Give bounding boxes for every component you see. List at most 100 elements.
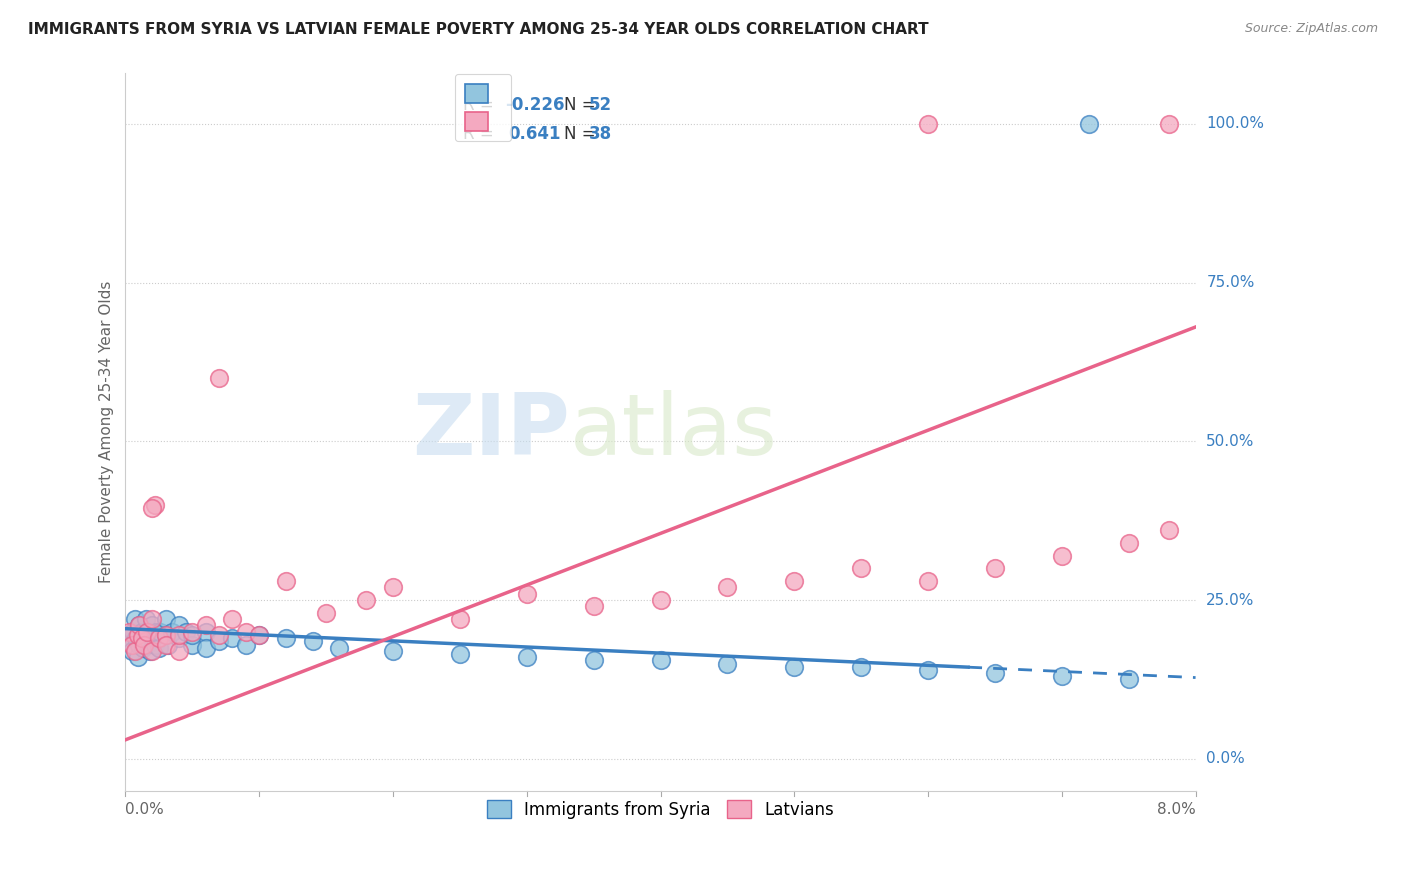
Point (208, 628, 231, 642)
Text: N =: N = (564, 96, 602, 114)
Text: Source: ZipAtlas.com: Source: ZipAtlas.com (1244, 22, 1378, 36)
Point (128, 638, 150, 652)
Point (1118, 673, 1140, 687)
Point (274, 574, 297, 588)
Point (136, 624, 159, 639)
Point (143, 498, 166, 512)
Point (221, 612, 243, 626)
Point (650, 593, 672, 607)
Point (235, 624, 257, 639)
Point (516, 650, 538, 665)
Point (221, 631, 243, 645)
Point (155, 638, 177, 652)
Point (127, 628, 149, 642)
Point (167, 618, 190, 632)
Point (181, 638, 204, 652)
Point (148, 640, 170, 655)
Text: 0.0%: 0.0% (1206, 751, 1246, 766)
Text: 100.0%: 100.0% (1206, 116, 1264, 131)
Point (582, 599, 605, 614)
Point (135, 612, 157, 626)
Point (354, 593, 377, 607)
Point (716, 657, 738, 671)
Point (208, 371, 231, 385)
Text: 0.0%: 0.0% (125, 802, 165, 817)
Point (135, 638, 157, 652)
Point (328, 640, 350, 655)
Point (118, 624, 141, 639)
Legend: Immigrants from Syria, Latvians: Immigrants from Syria, Latvians (481, 794, 841, 825)
Text: 75.0%: 75.0% (1206, 275, 1254, 290)
Point (984, 666, 1007, 681)
Point (1157, 117, 1180, 131)
Point (235, 638, 257, 652)
Point (382, 581, 405, 595)
Point (121, 638, 143, 652)
Point (122, 624, 145, 639)
Point (167, 644, 190, 658)
Point (174, 624, 197, 639)
Text: 50.0%: 50.0% (1206, 434, 1254, 449)
Point (141, 612, 163, 626)
Point (131, 631, 153, 645)
Text: ZIP: ZIP (412, 391, 569, 474)
Text: 52: 52 (589, 96, 612, 114)
Point (849, 659, 872, 673)
Point (181, 628, 204, 642)
Point (1118, 536, 1140, 550)
Text: atlas: atlas (569, 391, 778, 474)
Point (1050, 549, 1073, 563)
Point (194, 624, 217, 639)
Text: 8.0%: 8.0% (1157, 802, 1195, 817)
Text: R =: R = (463, 125, 499, 143)
Point (167, 628, 190, 642)
Y-axis label: Female Poverty Among 25-34 Year Olds: Female Poverty Among 25-34 Year Olds (100, 281, 114, 583)
Point (155, 628, 177, 642)
Text: 25.0%: 25.0% (1206, 592, 1254, 607)
Point (157, 638, 180, 652)
Point (138, 644, 160, 658)
Point (1050, 669, 1073, 683)
Point (849, 561, 872, 575)
Point (208, 634, 231, 648)
Text: R =: R = (463, 96, 499, 114)
Point (449, 612, 471, 626)
Point (128, 618, 150, 632)
Point (141, 618, 163, 632)
Point (148, 631, 170, 645)
Point (167, 631, 190, 645)
Point (247, 628, 270, 642)
Point (650, 653, 672, 667)
Point (145, 624, 167, 639)
Point (135, 624, 157, 639)
Point (141, 631, 163, 645)
Point (194, 618, 217, 632)
Point (194, 640, 217, 655)
Point (274, 631, 297, 645)
Point (121, 644, 143, 658)
Point (917, 117, 939, 131)
Point (1157, 523, 1180, 537)
Point (301, 634, 323, 648)
Text: 38: 38 (589, 125, 612, 143)
Point (382, 644, 405, 658)
Point (124, 644, 146, 658)
Point (783, 659, 806, 673)
Point (132, 640, 155, 655)
Point (128, 618, 150, 632)
Point (149, 624, 172, 639)
Point (181, 624, 204, 639)
Point (315, 606, 337, 620)
Point (131, 624, 153, 639)
Point (134, 631, 156, 645)
Point (162, 624, 184, 639)
Point (716, 581, 738, 595)
Point (141, 501, 163, 516)
Text: -0.226: -0.226 (505, 96, 565, 114)
Point (1077, 117, 1099, 131)
Point (516, 587, 538, 601)
Point (917, 663, 939, 677)
Point (155, 612, 177, 626)
Point (141, 644, 163, 658)
Point (127, 650, 149, 665)
